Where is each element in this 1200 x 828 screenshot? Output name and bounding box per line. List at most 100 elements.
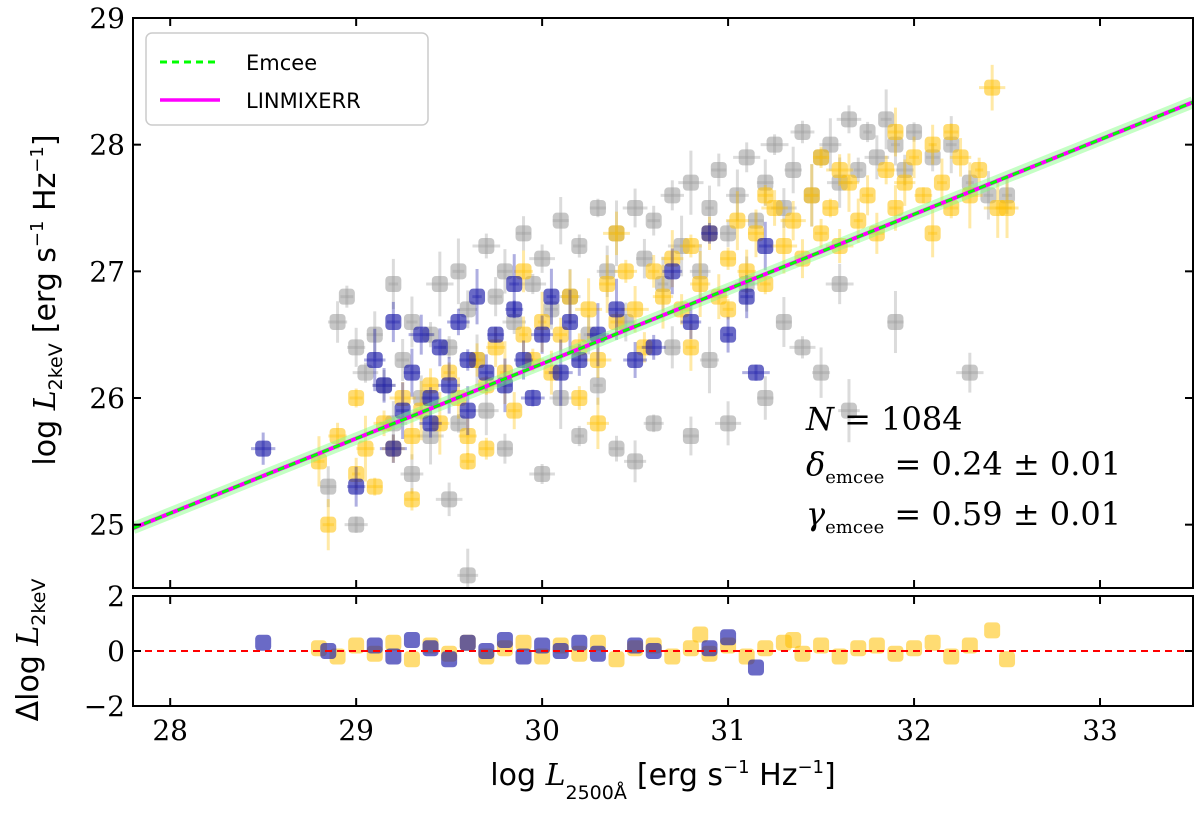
gray-data-point [496,263,513,280]
gold-data-point [924,136,941,153]
gold-data-point [515,634,532,651]
x-tick-label: 32 [896,714,932,747]
gold-data-point [348,466,365,482]
gray-data-point [720,415,737,432]
gold-data-point [515,263,532,280]
gray-data-point [329,314,346,330]
gray-data-point [478,238,495,254]
gray-data-point [627,453,644,470]
gold-data-point [859,187,876,204]
gold-data-point [924,225,941,242]
gray-data-point [645,415,662,432]
residual-data-points [255,622,1016,676]
gray-data-point [840,402,857,419]
navy-data-point [403,632,420,648]
gold-data-point [385,634,402,651]
gold-data-point [813,225,830,242]
gold-data-point [403,428,420,444]
y-tick-label: 26 [89,382,125,415]
gold-data-point [822,200,839,216]
residual-y-axis-label: Δlog L2keV [11,579,50,722]
gray-data-point [338,288,355,305]
navy-data-point [757,238,774,254]
gold-data-point [478,440,495,457]
gray-data-point [543,301,560,318]
gray-data-point [850,162,867,178]
gold-data-point [757,640,774,657]
navy-data-point [701,640,718,657]
navy-data-point [496,632,513,648]
gray-data-point [627,200,644,216]
gold-data-point [943,200,960,216]
gold-data-point [785,632,802,648]
gray-data-point [692,263,709,280]
gray-data-point [822,136,839,153]
gold-data-point [310,453,327,470]
gold-data-point [692,276,709,292]
gold-data-point [329,428,346,444]
gold-data-point [943,648,960,665]
navy-data-point [543,288,560,305]
gray-data-point [682,428,699,444]
gold-data-point [943,124,960,140]
navy-data-point [422,415,439,432]
gold-data-point [887,645,904,662]
navy-data-point [422,640,439,657]
gray-data-point [868,149,885,166]
gray-data-point [506,314,523,330]
annotation-gamma: γemcee = 0.59 ± 0.01 [806,495,1121,538]
navy-data-point [506,301,523,318]
gold-data-point [775,238,792,254]
gold-data-point [534,314,551,330]
gold-data-point [348,390,365,406]
y-tick-label: 29 [89,2,125,35]
navy-data-point [469,288,486,305]
gold-data-point [766,200,783,216]
x-tick-label: 28 [152,714,188,747]
gray-data-point [515,225,532,242]
legend-linmixerr-label: LINMIXERR [246,89,361,113]
main-axis-ticks: 25 26 27 28 29 [89,2,1193,588]
emcee-fit-line [133,100,1193,530]
navy-data-point [720,629,737,646]
residual-y-tick-label: 0 [107,635,125,668]
navy-data-point [515,352,532,368]
gray-data-point [348,516,365,533]
legend-box [145,32,429,126]
gold-data-point [850,212,867,229]
gray-data-point [961,174,978,191]
gold-data-point [757,187,774,204]
gold-data-point [952,149,969,166]
navy-data-point [627,637,644,654]
navy-data-point [645,339,662,356]
gold-data-point [971,162,988,178]
gray-data-point [552,212,569,229]
gold-data-point [896,174,913,191]
gray-data-point [766,136,783,153]
residual-y-tick-label: 2 [107,580,125,613]
navy-data-point [441,377,458,394]
navy-data-point [422,390,439,406]
navy-data-point [562,314,579,330]
navy-data-point [720,326,737,343]
annotation-delta: δemcee = 0.24 ± 0.01 [806,445,1121,488]
gold-data-point [840,174,857,191]
gold-data-point [999,651,1016,668]
gray-data-point [450,263,467,280]
gray-data-point [320,478,337,495]
gold-data-point [580,301,597,318]
main-y-axis-label: log L2keV[erg s−1 Hz−1] [27,134,67,465]
gold-data-point [515,326,532,343]
gray-data-point [943,136,960,153]
gold-data-point [813,637,830,654]
gold-data-point [562,288,579,305]
gray-data-point [394,352,411,368]
navy-data-point [366,637,383,654]
gray-data-point [431,276,448,292]
gold-data-point [357,440,374,457]
navy-data-point [459,634,476,651]
navy-data-point [506,276,523,292]
navy-data-point [366,352,383,368]
gray-data-point [757,174,774,191]
